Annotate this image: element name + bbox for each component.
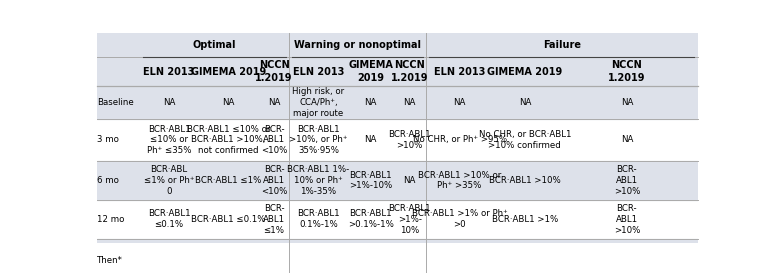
- Text: BCR·ABL1 >1%: BCR·ABL1 >1%: [491, 215, 558, 224]
- Text: Then*: Then*: [98, 256, 123, 265]
- Text: BCR·ABL1
≤0.1%: BCR·ABL1 ≤0.1%: [147, 250, 191, 270]
- Text: BCR-
ABL1
>1%: BCR- ABL1 >1%: [616, 245, 638, 273]
- Text: ELN 2013: ELN 2013: [143, 67, 195, 77]
- Text: NCCN
1.2019: NCCN 1.2019: [391, 60, 429, 83]
- Bar: [97, 161, 698, 200]
- Text: GIMEMA 2019: GIMEMA 2019: [487, 67, 563, 77]
- Text: No CHR, or BCR·ABL1
>10% confirmed: No CHR, or BCR·ABL1 >10% confirmed: [479, 130, 571, 150]
- Text: BCR·ABL1
>10%: BCR·ABL1 >10%: [388, 130, 431, 150]
- Text: BCR·ABL1 ≤0.1%: BCR·ABL1 ≤0.1%: [191, 215, 266, 224]
- Text: Baseline: Baseline: [98, 98, 134, 107]
- Bar: [97, 57, 698, 86]
- Text: NA: NA: [518, 98, 531, 107]
- Text: 12 mo: 12 mo: [98, 215, 125, 224]
- Text: NA: NA: [404, 256, 416, 265]
- Text: 6 mo: 6 mo: [98, 176, 119, 185]
- Text: BCR-
ABL1
<10%: BCR- ABL1 <10%: [261, 165, 288, 196]
- Text: BCR·ABL
≤1% or Ph⁺
0: BCR·ABL ≤1% or Ph⁺ 0: [143, 165, 195, 196]
- Text: BCR·ABL1 ≤1%: BCR·ABL1 ≤1%: [195, 176, 262, 185]
- Text: GIMEMA 2019: GIMEMA 2019: [191, 67, 266, 77]
- Text: BCR·ABL1
>1%-
10%: BCR·ABL1 >1%- 10%: [388, 204, 431, 235]
- Bar: [97, 239, 698, 273]
- Text: BCR·ABL1
≤10% or
Ph⁺ ≤35%: BCR·ABL1 ≤10% or Ph⁺ ≤35%: [146, 125, 191, 155]
- Text: BCR·ABL1 >10%: BCR·ABL1 >10%: [489, 176, 560, 185]
- Text: BCR·ABL1 >0.1% or
mutations, or BCR·ABL1
increase of >1 log: BCR·ABL1 >0.1% or mutations, or BCR·ABL1…: [474, 245, 577, 273]
- Text: BCR-
ABL1
<10%: BCR- ABL1 <10%: [261, 125, 288, 155]
- Text: BCR·ABL1 >10% or
Ph⁺ >35%: BCR·ABL1 >10% or Ph⁺ >35%: [418, 171, 501, 190]
- Text: 3 mo: 3 mo: [98, 135, 119, 144]
- Text: BCR·ABL1 1%-
10% or Ph⁺
1%-35%: BCR·ABL1 1%- 10% or Ph⁺ 1%-35%: [288, 165, 350, 196]
- Text: NCCN
1.2019: NCCN 1.2019: [608, 60, 646, 83]
- Text: BCR·ABL1
≤0.1%: BCR·ABL1 ≤0.1%: [147, 209, 191, 229]
- Bar: [97, 86, 698, 119]
- Text: NA: NA: [621, 98, 633, 107]
- Text: NA: NA: [222, 98, 235, 107]
- Text: BCR·ABL1
>0.01%-
0.1%: BCR·ABL1 >0.01%- 0.1%: [350, 245, 392, 273]
- Text: NA: NA: [404, 98, 416, 107]
- Text: ELN 2013: ELN 2013: [293, 67, 344, 77]
- Text: BCR·ABL1 >1% or Ph⁺
>0: BCR·ABL1 >1% or Ph⁺ >0: [412, 209, 508, 229]
- Text: ELN 2013: ELN 2013: [434, 67, 485, 77]
- Text: CCA/Ph⁾ (−7,
7q−): CCA/Ph⁾ (−7, 7q−): [291, 250, 346, 270]
- Text: GIMEMA
2019: GIMEMA 2019: [348, 60, 393, 83]
- Text: No CHR, or Ph⁺ >95%: No CHR, or Ph⁺ >95%: [412, 135, 507, 144]
- Text: NA: NA: [621, 135, 633, 144]
- Text: BCR-
ABL1
≤1%: BCR- ABL1 ≤1%: [263, 245, 285, 273]
- Text: BCR·ABL1
>10%, or Ph⁺
35%·95%: BCR·ABL1 >10%, or Ph⁺ 35%·95%: [289, 125, 348, 155]
- Bar: [97, 33, 698, 57]
- Text: BCR·ABL1
0.1%-1%: BCR·ABL1 0.1%-1%: [297, 209, 339, 229]
- Text: Warning or nonoptimal: Warning or nonoptimal: [294, 40, 421, 50]
- Text: NA: NA: [163, 98, 175, 107]
- Text: NCCN
1.2019: NCCN 1.2019: [255, 60, 293, 83]
- Text: BCR·ABL1 ≤0.01%: BCR·ABL1 ≤0.01%: [188, 256, 268, 265]
- Text: NA: NA: [364, 98, 377, 107]
- Text: BCR·ABL1
>1%-10%: BCR·ABL1 >1%-10%: [349, 171, 392, 190]
- Text: BCR-
ABL1
≤1%: BCR- ABL1 ≤1%: [263, 204, 285, 235]
- Text: NA: NA: [268, 98, 281, 107]
- Text: BCR·ABL1
>0.1%-1%: BCR·ABL1 >0.1%-1%: [348, 209, 394, 229]
- Text: NA: NA: [364, 135, 377, 144]
- Text: High risk, or
CCA/Ph⁺,
major route: High risk, or CCA/Ph⁺, major route: [292, 87, 345, 118]
- Text: NA: NA: [404, 176, 416, 185]
- Text: Loss of CHR, or CCγR, or
MMR, or mutations, or
CCA/Ph⁺: Loss of CHR, or CCγR, or MMR, or mutatio…: [407, 245, 512, 273]
- Text: BCR-
ABL1
>10%: BCR- ABL1 >10%: [614, 165, 640, 196]
- Text: NA: NA: [453, 98, 466, 107]
- Text: Optimal: Optimal: [193, 40, 236, 50]
- Text: BCR-
ABL1
>10%: BCR- ABL1 >10%: [614, 204, 640, 235]
- Text: BCR·ABL1 ≤10% or
BCR·ABL1 >10%,
not confirmed: BCR·ABL1 ≤10% or BCR·ABL1 >10%, not conf…: [187, 125, 270, 155]
- Text: Failure: Failure: [542, 40, 580, 50]
